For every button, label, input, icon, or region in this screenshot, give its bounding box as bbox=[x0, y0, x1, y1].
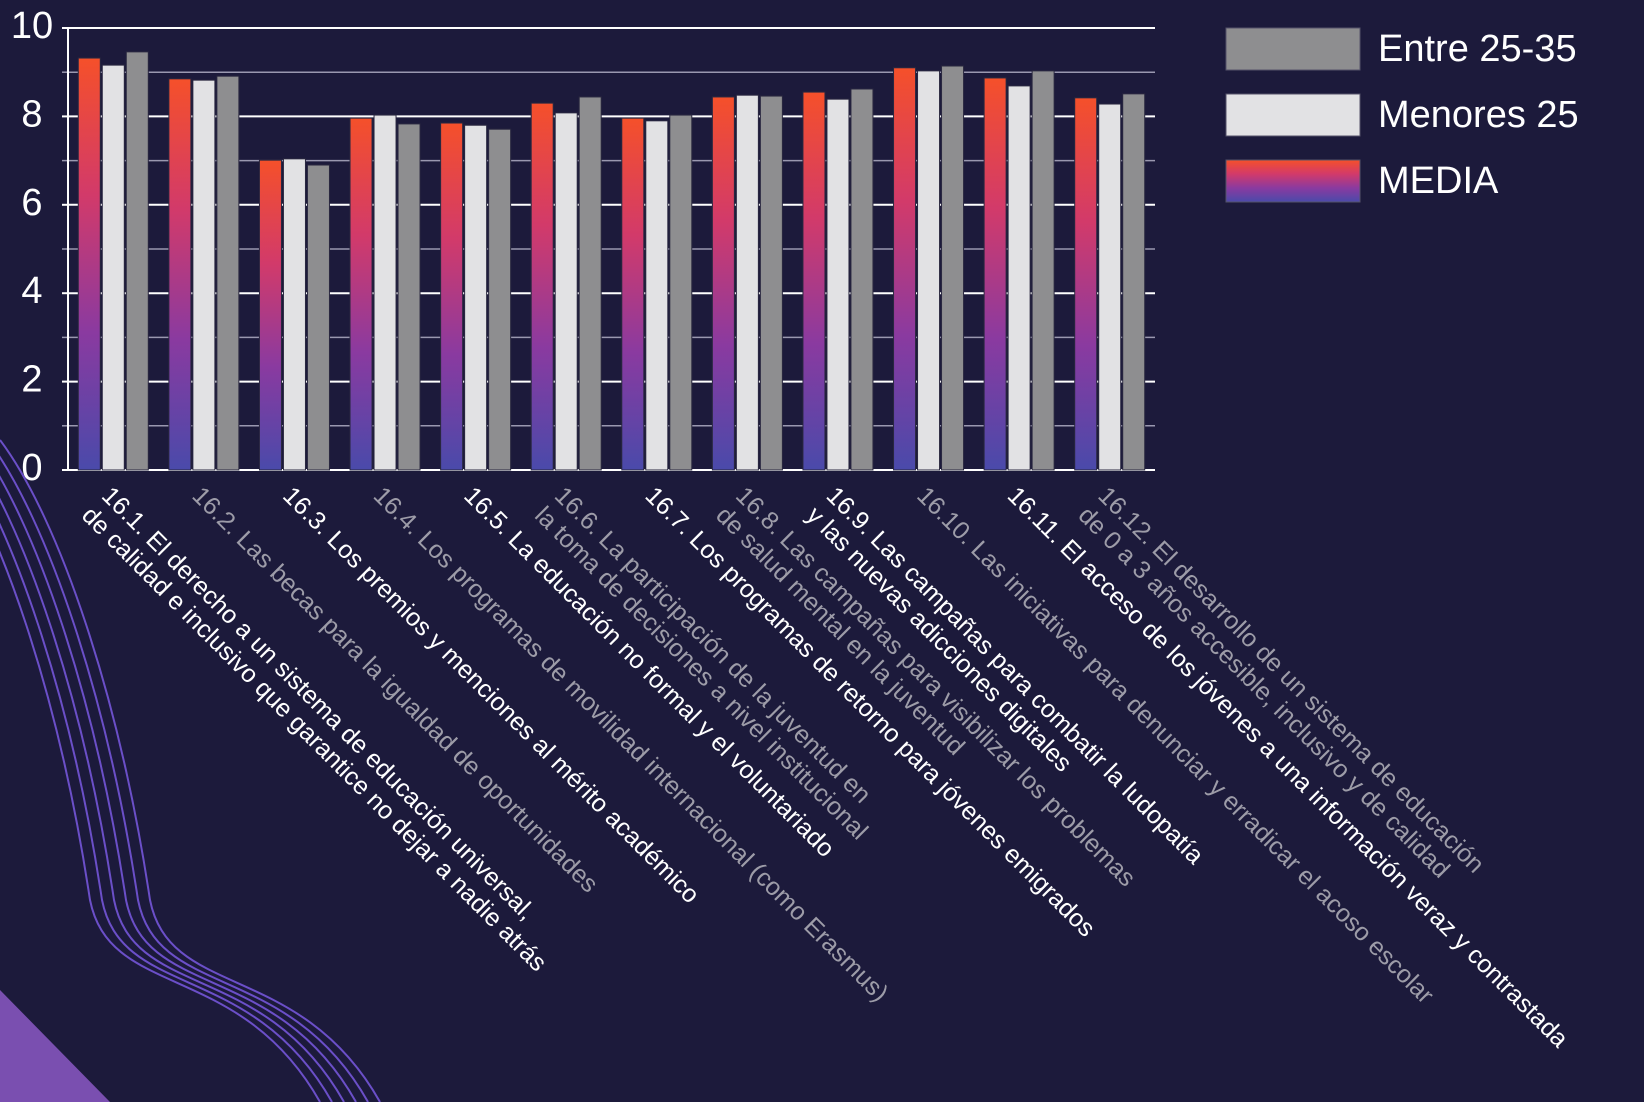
x-tick-label-line: 16.1. El derecho a un sistema de educaci… bbox=[96, 481, 540, 925]
y-tick-label: 6 bbox=[21, 182, 42, 224]
bar bbox=[918, 71, 940, 470]
bar bbox=[78, 58, 100, 470]
bar bbox=[531, 103, 553, 470]
legend-label: MEDIA bbox=[1378, 160, 1499, 202]
chart: 0 2 4 6 8 10 16.1. El derecho a un sistema de … bbox=[0, 0, 1644, 1102]
bar bbox=[283, 159, 305, 470]
bar bbox=[217, 76, 239, 470]
bar bbox=[398, 124, 420, 470]
bar bbox=[942, 66, 964, 470]
bar bbox=[193, 80, 215, 470]
bar bbox=[670, 115, 692, 470]
bar bbox=[622, 118, 644, 470]
bar bbox=[803, 92, 825, 470]
x-tick-label-line: de calidad e inclusivo que garantice no … bbox=[77, 501, 553, 977]
legend-swatch bbox=[1226, 28, 1360, 70]
legend-swatch bbox=[1226, 94, 1360, 136]
bar bbox=[350, 118, 372, 470]
y-tick-label: 10 bbox=[11, 5, 53, 47]
y-tick-label: 2 bbox=[21, 359, 42, 401]
bar bbox=[1123, 94, 1145, 470]
bar bbox=[579, 97, 601, 470]
bar bbox=[374, 115, 396, 470]
bar bbox=[894, 68, 916, 470]
bar bbox=[736, 95, 758, 470]
bar bbox=[712, 97, 734, 470]
x-tick-label-line: 16.3. Los premios y menciones al mérito … bbox=[278, 481, 706, 909]
y-tick-label: 8 bbox=[21, 93, 42, 135]
bar bbox=[1032, 71, 1054, 470]
bar bbox=[1099, 104, 1121, 470]
bar bbox=[984, 78, 1006, 470]
y-tick-label: 4 bbox=[21, 270, 42, 312]
bar bbox=[169, 79, 191, 470]
bar bbox=[259, 160, 281, 470]
bar bbox=[465, 125, 487, 470]
legend-label: Menores 25 bbox=[1378, 94, 1579, 136]
bar bbox=[555, 113, 577, 470]
bar bbox=[126, 52, 148, 470]
bar bbox=[851, 89, 873, 470]
bar bbox=[102, 65, 124, 470]
bar bbox=[827, 99, 849, 470]
bar bbox=[441, 123, 463, 470]
bar bbox=[307, 165, 329, 470]
bar bbox=[760, 96, 782, 470]
bar bbox=[646, 121, 668, 470]
legend-swatch bbox=[1226, 160, 1360, 202]
bar bbox=[1008, 86, 1030, 470]
legend-label: Entre 25-35 bbox=[1378, 28, 1577, 70]
x-tick-label: 16.3. Los premios y menciones al mérito … bbox=[278, 481, 706, 909]
bar bbox=[489, 129, 511, 470]
bar bbox=[1075, 98, 1097, 470]
y-tick-label: 0 bbox=[21, 447, 42, 489]
